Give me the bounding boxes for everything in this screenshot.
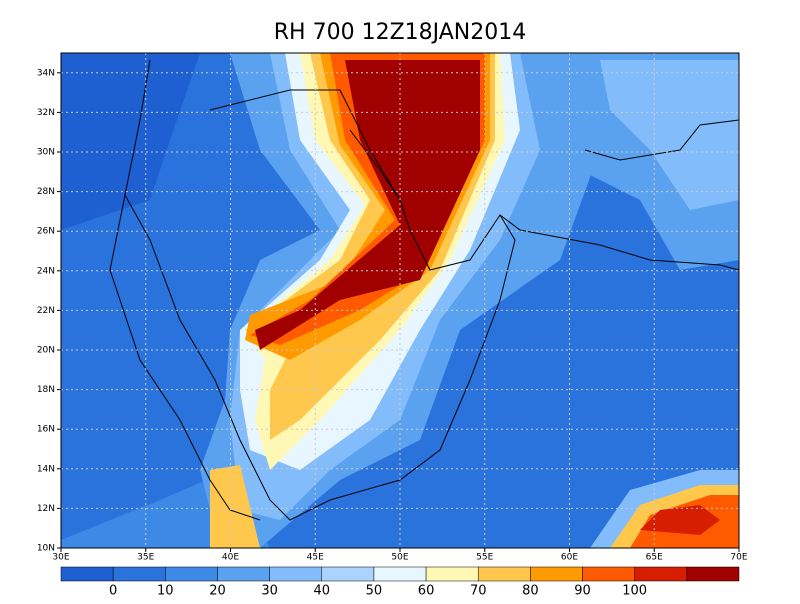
y-tick-label: 14N [37,464,55,474]
map-frame [60,52,740,549]
colorbar-swatch [373,566,427,582]
colorbar-label: 40 [313,584,330,599]
colorbar-swatch [530,566,583,582]
x-tick-label: 60E [561,553,578,563]
x-tick-label: 65E [646,553,663,563]
colorbar-swatch [165,566,218,582]
y-tick-label: 32N [37,108,55,118]
colorbar-swatch [217,566,270,582]
y-tick-label: 16N [37,425,55,435]
rh-field [61,53,739,548]
colorbar-swatch [321,566,375,582]
x-tick-label: 30E [52,553,69,563]
map-title: RH 700 12Z18JAN2014 [274,20,526,45]
colorbar-swatch [60,566,114,582]
colorbar-swatch [582,566,635,582]
y-tick-label: 34N [37,68,55,78]
y-tick-label: 24N [37,266,55,276]
colorbar-swatch [112,566,166,582]
y-tick-label: 22N [37,306,55,316]
colorbar-label: 60 [418,584,435,599]
y-tick-label: 28N [37,187,55,197]
colorbar-label: 50 [366,584,383,599]
colorbar-swatch [634,566,688,582]
colorbar-label: 10 [157,584,174,599]
colorbar-swatch [425,566,479,582]
y-tick-label: 18N [37,385,55,395]
colorbar-label: 90 [574,584,591,599]
colorbar-label: 100 [622,584,647,599]
coastlines [109,59,739,521]
x-tick-label: 50E [391,553,408,563]
y-tick-label: 30N [37,148,55,158]
colorbar: 0 10 20 30 40 50 60 70 80 90 100 [60,566,740,599]
x-tick-label: 40E [222,553,239,563]
colorbar-label: 20 [209,584,226,599]
colorbar-label: 80 [522,584,539,599]
colorbar-label: 70 [470,584,487,599]
x-tick-label: 45E [307,553,324,563]
colorbar-label: 0 [109,584,117,599]
colorbar-swatch [477,566,531,582]
x-tick-label: 35E [137,553,154,563]
x-tick-label: 55E [476,553,493,563]
y-tick-label: 12N [37,504,55,514]
y-tick-label: 20N [37,346,55,356]
colorbar-swatch [269,566,323,582]
colorbar-label: 30 [261,584,278,599]
colorbar-swatch [686,566,740,582]
x-tick-label: 70E [730,553,747,563]
y-tick-label: 10N [37,544,55,554]
y-tick-label: 26N [37,227,55,237]
